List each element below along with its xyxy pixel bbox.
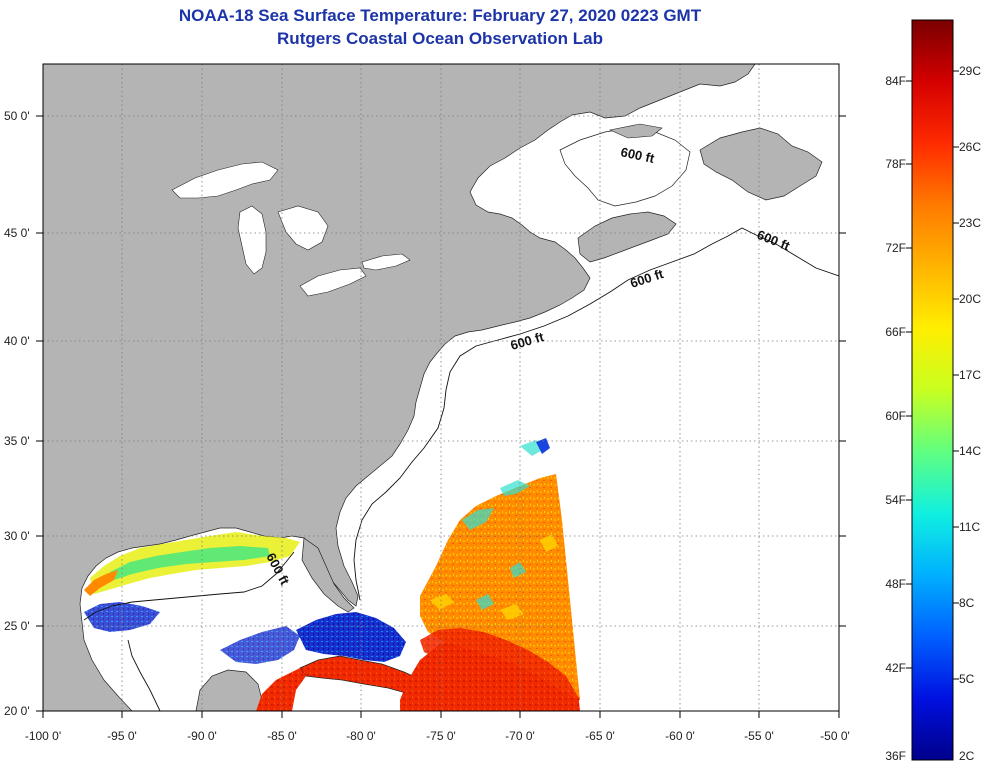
lake-michigan [237,205,267,275]
colorbar-f-label: 36F [885,749,906,763]
lat-label: 45 0' [4,226,30,240]
longitude-labels: -100 0' -95 0' -90 0' -85 0' -80 0' -75 … [25,729,850,743]
colorbar-c-label: 11C [959,520,980,534]
latitude-labels: 50 0' 45 0' 40 0' 35 0' 30 0' 25 0' 20 0… [4,109,30,718]
colorbar-c-label: 26C [959,140,981,154]
atlantic-sst-cyan-patches [462,440,546,610]
lat-label: 35 0' [4,434,30,448]
colorbar-c-label: 5C [959,672,975,686]
lat-label: 30 0' [4,529,30,543]
colorbar-gradient [911,19,954,761]
newfoundland-land [699,127,823,201]
colorbar-f-label: 84F [885,74,906,88]
north-america-land [43,64,756,711]
florida-straits-blue [296,612,406,662]
lon-label: -50 0' [820,729,850,743]
colorbar-c-label: 20C [959,292,981,306]
caribbean-red [256,668,306,711]
colorbar-f-label: 54F [885,493,906,507]
atlantic-sst-red-south [420,628,580,700]
colorbar-c-label: 2C [959,749,975,763]
map-subtitle: Rutgers Coastal Ocean Observation Lab [277,29,603,48]
lake-huron [277,205,329,251]
lat-label: 20 0' [4,704,30,718]
anticosti-island [609,123,663,139]
lon-label: -100 0' [25,729,61,743]
lon-label: -80 0' [346,729,376,743]
colorbar-f-label: 78F [885,157,906,171]
lat-label: 25 0' [4,619,30,633]
colorbar-c-label: 14C [959,444,981,458]
colorbar-c-label: 29C [959,64,981,78]
lon-label: -75 0' [426,729,456,743]
colorbar-f-label: 60F [885,409,906,423]
depth-contour-gulf [83,551,295,621]
colorbar-f-label: 66F [885,325,906,339]
lon-label: -95 0' [107,729,137,743]
depth-contour-gulf-south [127,639,161,711]
atlantic-sst-yellow-streaks [430,534,558,620]
gulf-sst-blue-center [220,626,300,664]
depth-contour-shelf [353,227,839,601]
lake-superior [171,161,279,199]
lon-label: -55 0' [744,729,774,743]
frame-ticks [36,115,846,718]
colorbar-f-label: 48F [885,577,906,591]
lon-label: -85 0' [267,729,297,743]
colorbar-f-label: 72F [885,241,906,255]
colorbar-c-label: 23C [959,216,981,230]
lake-ontario [361,253,411,271]
map-title: NOAA-18 Sea Surface Temperature: Februar… [178,6,702,25]
lat-label: 40 0' [4,334,30,348]
lon-label: -60 0' [665,729,695,743]
colorbar-c-label: 17C [959,368,981,382]
florida-peninsula [301,537,355,613]
colorbar-c-label: 8C [959,596,975,610]
nova-scotia-land [577,211,677,263]
colorbar-f-label: 42F [885,661,906,675]
atlantic-sst-blue-north [536,438,550,454]
lon-label: -65 0' [585,729,615,743]
lat-label: 50 0' [4,109,30,123]
lon-label: -90 0' [187,729,217,743]
lake-erie [299,267,367,297]
colorbar: 84F 78F 72F 66F 60F 54F 48F 42F 36F 29C … [885,19,981,763]
gulf-sst-green [110,546,270,580]
lon-label: -70 0' [505,729,535,743]
gulf-sst-orange-edge [84,570,118,596]
depth-label: 600 ft [619,144,656,166]
